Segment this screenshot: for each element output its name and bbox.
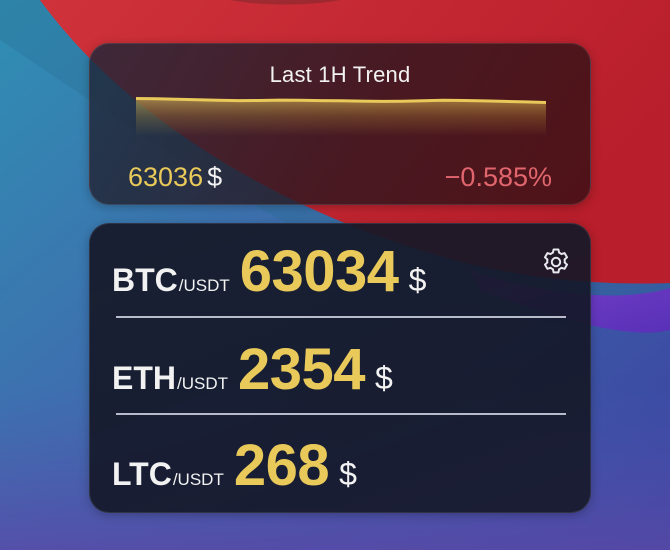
trend-current-price: 63036 $ bbox=[128, 162, 222, 193]
coin-price: 268 bbox=[233, 433, 330, 498]
coin-pair: /USDT bbox=[177, 374, 228, 393]
prices-widget: BTC/USDT 63034 $ ETH/USDT 2354 $ LTC/USDT 268… bbox=[89, 223, 591, 513]
coin-price: 63034 bbox=[239, 239, 399, 304]
coin-price: 2354 bbox=[238, 337, 366, 402]
coin-currency: $ bbox=[408, 262, 427, 298]
sparkline-area bbox=[136, 98, 546, 136]
coin-pair: /USDT bbox=[172, 470, 224, 489]
coin-pair: /USDT bbox=[178, 276, 230, 295]
coin-row-btc: BTC/USDT 63034 $ bbox=[112, 238, 426, 308]
coin-currency: $ bbox=[375, 360, 393, 396]
sparkline-line bbox=[136, 97, 546, 104]
coin-row-eth: ETH/USDT 2354 $ bbox=[112, 336, 393, 406]
row-divider bbox=[116, 413, 566, 415]
trend-title: Last 1H Trend bbox=[269, 62, 411, 87]
row-divider bbox=[116, 316, 566, 318]
gear-icon bbox=[544, 248, 568, 274]
trend-sparkline bbox=[136, 97, 546, 136]
coin-symbol: LTC bbox=[112, 456, 172, 492]
trend-widget: Last 1H Trend 63036 $ −0.585% bbox=[89, 43, 591, 205]
coin-symbol: ETH bbox=[112, 360, 176, 396]
trend-price-currency: $ bbox=[207, 162, 223, 192]
settings-button[interactable] bbox=[540, 246, 572, 278]
trend-price-value: 63036 bbox=[128, 162, 204, 192]
trend-change-percent: −0.585% bbox=[444, 162, 552, 192]
coin-row-ltc: LTC/USDT 268 $ bbox=[112, 432, 357, 502]
coin-symbol: BTC bbox=[112, 262, 178, 298]
coin-currency: $ bbox=[339, 456, 357, 492]
